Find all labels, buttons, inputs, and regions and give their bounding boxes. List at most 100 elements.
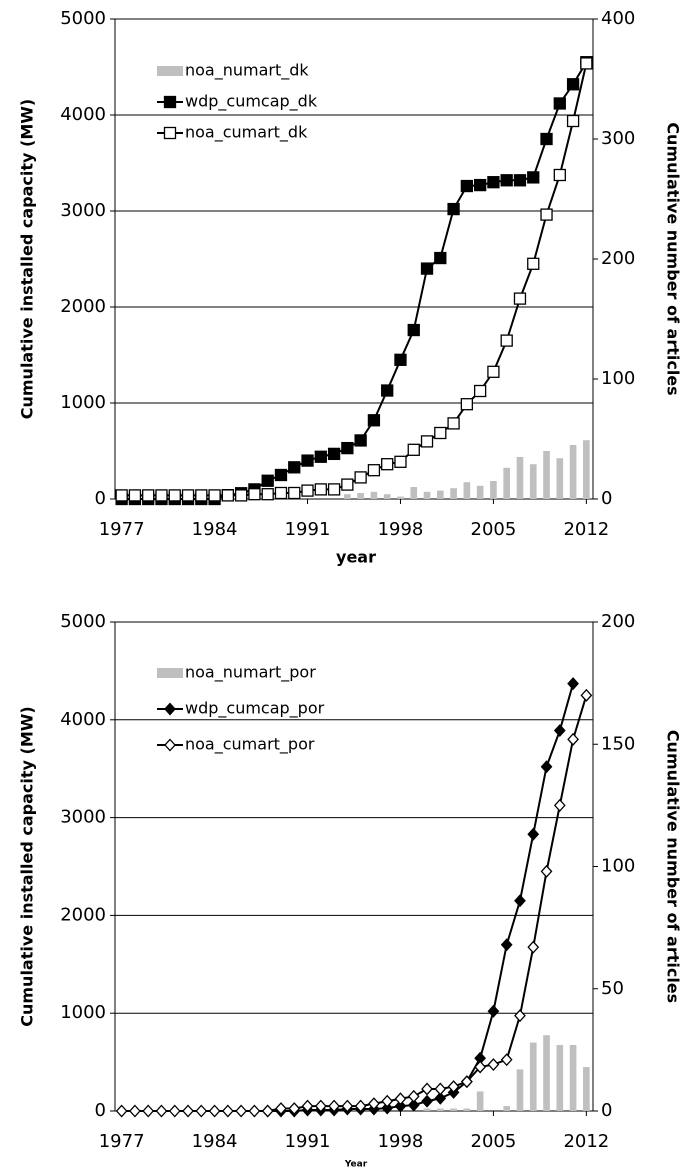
y-tick-label: 2000 — [60, 904, 106, 925]
marker — [115, 489, 128, 502]
y-tick-label: 5000 — [60, 611, 106, 632]
legend-marker — [164, 738, 176, 752]
marker — [434, 426, 447, 440]
bar — [516, 1069, 524, 1111]
marker — [567, 732, 579, 746]
marker — [367, 464, 381, 477]
marker — [474, 1060, 487, 1074]
y-tick-label: 4000 — [60, 104, 106, 125]
legend-label: noa_numart_por — [185, 663, 316, 683]
marker — [261, 474, 274, 487]
chart: 0 1000 2000 3000 4000 5000 0 50 100 150 200 1977 198… — [18, 611, 683, 1170]
marker — [553, 97, 566, 110]
bar — [503, 467, 511, 499]
y-tick-label: 2000 — [60, 296, 106, 317]
marker — [473, 178, 487, 192]
y2-tick-label: 200 — [601, 611, 635, 632]
marker — [487, 1058, 500, 1072]
marker — [394, 455, 407, 468]
marker — [274, 486, 288, 500]
marker — [394, 1092, 407, 1106]
bar — [463, 1108, 471, 1111]
marker — [288, 486, 301, 500]
y2-tick-label: 50 — [601, 978, 624, 999]
marker — [181, 489, 195, 502]
marker — [487, 176, 500, 189]
marker — [221, 1104, 234, 1118]
bar — [529, 1042, 537, 1111]
marker — [460, 398, 474, 411]
bar — [370, 491, 378, 499]
marker — [540, 132, 553, 146]
marker — [142, 489, 155, 502]
marker — [274, 468, 288, 482]
marker — [540, 208, 553, 221]
x-tick-label: 2012 — [563, 1131, 609, 1152]
marker — [208, 1104, 221, 1118]
marker — [473, 384, 487, 398]
bar — [569, 1044, 577, 1111]
marker — [420, 262, 434, 275]
y2-tick-label: 0 — [601, 1100, 612, 1121]
marker — [500, 174, 513, 187]
y-tick-label: 0 — [95, 1100, 106, 1121]
x-tick-label: 1998 — [378, 1131, 424, 1152]
legend-swatch — [157, 668, 183, 678]
y2-tick-label: 300 — [601, 128, 635, 149]
marker — [553, 168, 566, 182]
x-tick-label: 1984 — [192, 1131, 238, 1152]
x-tick-label: 2005 — [471, 1131, 517, 1152]
legend-label: noa_cumart_por — [185, 735, 315, 755]
chart: 0 1000 2000 3000 4000 5000 0 100 200 300 400 1977 19… — [18, 8, 683, 567]
legend-label: wdp_cumcap_por — [185, 699, 325, 719]
marker — [407, 1098, 420, 1112]
marker — [155, 1104, 168, 1118]
legend-label: wdp_cumcap_dk — [185, 92, 318, 112]
bar — [556, 1044, 564, 1111]
bar — [450, 1108, 457, 1111]
marker — [420, 435, 434, 448]
x-tick-label: 1984 — [192, 519, 238, 540]
marker — [142, 1104, 155, 1118]
marker — [566, 114, 580, 128]
y-tick-label: 0 — [95, 488, 106, 509]
marker — [129, 1104, 141, 1118]
x-axis-label: Year — [344, 1160, 368, 1170]
y-axis-label: Cumulative installed capacity (MW) — [18, 706, 37, 1027]
marker — [434, 1091, 447, 1105]
marker — [314, 450, 327, 463]
bar — [583, 440, 590, 499]
marker — [527, 257, 540, 270]
marker — [182, 1104, 194, 1118]
marker — [168, 1104, 181, 1118]
bar — [357, 493, 364, 499]
marker — [341, 441, 354, 455]
marker — [128, 489, 142, 502]
bar — [383, 494, 391, 499]
bar — [543, 1035, 550, 1111]
marker — [513, 174, 527, 187]
x-tick-label: 2005 — [471, 519, 517, 540]
marker — [354, 471, 367, 484]
marker — [288, 1102, 301, 1116]
marker — [234, 489, 248, 502]
marker — [288, 461, 301, 474]
marker — [566, 78, 580, 91]
y-tick-label: 3000 — [60, 807, 106, 828]
marker — [235, 1104, 248, 1118]
marker — [261, 1104, 274, 1118]
marker — [421, 1082, 433, 1096]
marker — [381, 458, 394, 471]
marker — [527, 940, 540, 954]
bar — [344, 494, 351, 499]
bar — [583, 1066, 590, 1111]
y2-tick-label: 100 — [601, 856, 635, 877]
marker — [301, 1099, 314, 1113]
bar — [410, 487, 418, 499]
y-tick-label: 1000 — [60, 1002, 106, 1023]
y2-tick-label: 100 — [601, 368, 635, 389]
marker — [407, 323, 420, 337]
marker — [553, 724, 566, 738]
marker — [248, 1104, 261, 1118]
y2-tick-label: 200 — [601, 248, 635, 269]
